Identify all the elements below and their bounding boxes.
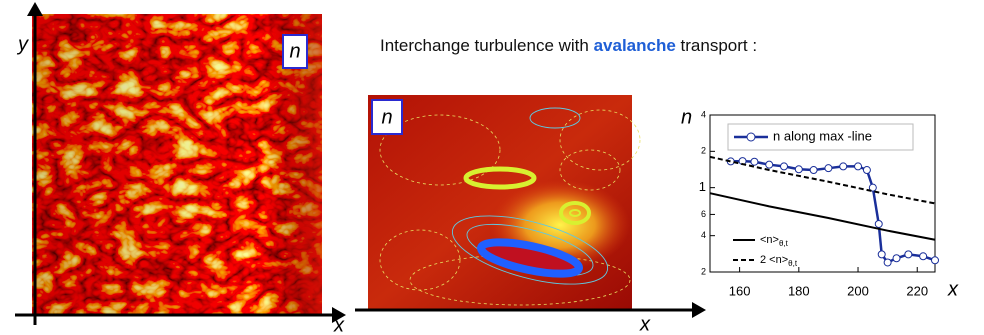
y-tick-label: 4 [701, 230, 706, 240]
contour [463, 166, 537, 190]
marker [809, 166, 818, 175]
y-tick-label: 4 [701, 109, 706, 119]
title-text: transport : [675, 36, 758, 55]
legend-label: <n>θ,t [760, 234, 789, 248]
axis-label: x [639, 313, 651, 335]
x-axis-label: x [947, 278, 959, 300]
marker [877, 250, 886, 259]
legend-label: n along max -line [773, 128, 872, 143]
series-line [730, 159, 936, 265]
marker [780, 162, 789, 171]
arrow-head [27, 2, 43, 16]
image-shade [32, 14, 322, 316]
arrow-head [332, 307, 346, 323]
arrow-head [692, 302, 706, 318]
y-tick-label: 2 [701, 266, 706, 276]
label-box [371, 99, 403, 135]
marker [824, 164, 833, 173]
contour [569, 209, 581, 217]
marker [892, 254, 901, 263]
chart: 2 4 6 1 2 4 160 180 200 220 x n n along max -line <n>… [681, 106, 959, 300]
title-text: Interchange turbulence with [380, 36, 594, 55]
title-highlight: avalanche [593, 36, 676, 55]
marker [765, 160, 774, 169]
series-line [709, 192, 936, 241]
series-line [709, 155, 936, 205]
panel-label: n [289, 40, 300, 62]
y-tick-label: 1 [699, 179, 706, 194]
marker [794, 165, 803, 174]
marker [839, 162, 848, 171]
marker [931, 256, 939, 265]
x-tick-label: 160 [729, 283, 751, 298]
marker [883, 258, 892, 267]
panel-label: n [381, 106, 392, 128]
legend-box [727, 123, 914, 151]
contour [559, 201, 591, 225]
marker [919, 252, 928, 261]
axis-label: x [333, 314, 345, 335]
marker [750, 157, 759, 166]
legend-name: <n> [760, 234, 779, 246]
x-tick-label: 220 [906, 283, 928, 298]
legend-subscript: θ,t [779, 239, 789, 248]
legend-label: 2 <n>θ,t [760, 254, 798, 268]
marker [904, 250, 913, 259]
legend-name: 2 <n> [760, 254, 788, 266]
y-tick-label: 2 [701, 146, 706, 156]
axis-label: y [16, 33, 29, 55]
contour [477, 238, 583, 278]
marker [868, 183, 877, 192]
x-tick-label: 180 [788, 283, 810, 298]
legend-subscript: θ,t [788, 259, 798, 268]
marker [862, 166, 871, 175]
marker [854, 162, 863, 171]
legend-marker [746, 132, 756, 142]
y-tick-label: 6 [701, 209, 706, 219]
label-box [282, 34, 308, 69]
slide-title: Interchange turbulence with avalanche tr… [380, 36, 757, 56]
marker [874, 219, 883, 228]
x-tick-label: 200 [847, 283, 869, 298]
y-axis-label: n [681, 106, 692, 128]
